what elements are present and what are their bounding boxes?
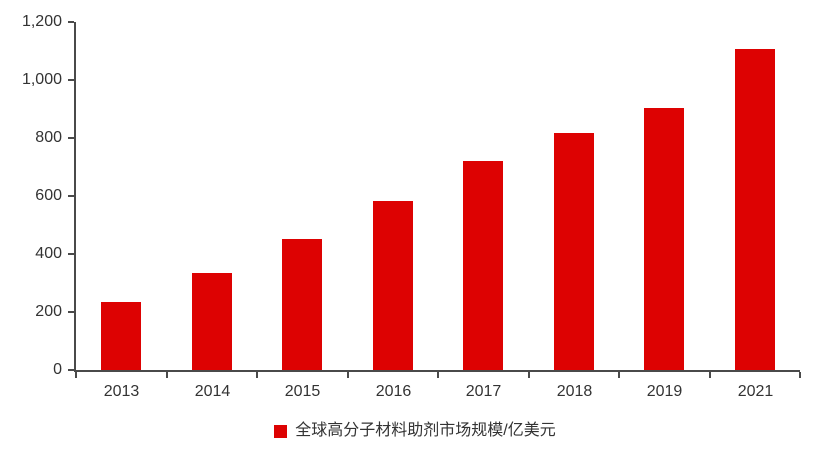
y-axis-tick <box>68 369 74 371</box>
x-tick-label: 2016 <box>375 383 412 400</box>
x-axis-tick <box>75 372 77 378</box>
x-tick-label: 2017 <box>465 383 502 400</box>
x-tick-label: 2019 <box>646 383 683 400</box>
legend: 全球高分子材料助剂市场规模/亿美元 <box>0 422 830 440</box>
y-tick-label: 0 <box>53 361 62 378</box>
x-axis-tick <box>437 372 439 378</box>
x-axis-tick <box>256 372 258 378</box>
y-axis-tick <box>68 311 74 313</box>
bar-2018 <box>554 133 594 370</box>
y-axis-tick <box>68 137 74 139</box>
bar-2019 <box>644 108 684 370</box>
y-axis-tick <box>68 21 74 23</box>
y-axis-line <box>74 22 76 372</box>
y-tick-label: 400 <box>35 245 62 262</box>
bar-2017 <box>463 161 503 370</box>
y-axis-tick <box>68 79 74 81</box>
bar-2016 <box>373 201 413 370</box>
x-tick-label: 2018 <box>556 383 593 400</box>
bar-2014 <box>192 273 232 370</box>
legend-swatch <box>274 424 288 438</box>
x-axis-tick <box>527 372 530 378</box>
bar-2021 <box>735 49 775 370</box>
x-axis-line <box>74 370 800 372</box>
x-axis-tick <box>346 372 349 378</box>
bar-2013 <box>101 302 141 370</box>
x-tick-label: 2015 <box>284 383 321 400</box>
y-axis-tick <box>68 195 74 197</box>
y-tick-label: 200 <box>35 303 62 320</box>
x-axis-tick <box>708 372 711 378</box>
x-axis-tick <box>165 372 168 378</box>
y-tick-label: 600 <box>35 187 62 204</box>
y-tick-label: 1,000 <box>21 71 62 88</box>
legend-label: 全球高分子材料助剂市场规模/亿美元 <box>295 422 556 439</box>
y-tick-label: 800 <box>35 129 62 146</box>
bar-2015 <box>282 239 322 370</box>
y-axis-tick <box>68 253 74 255</box>
x-axis-tick <box>618 372 620 378</box>
x-tick-label: 2013 <box>103 383 140 400</box>
x-tick-label: 2014 <box>194 383 231 400</box>
y-tick-label: 1,200 <box>21 13 62 30</box>
x-axis-tick <box>799 372 801 378</box>
x-tick-label: 2021 <box>737 383 774 400</box>
